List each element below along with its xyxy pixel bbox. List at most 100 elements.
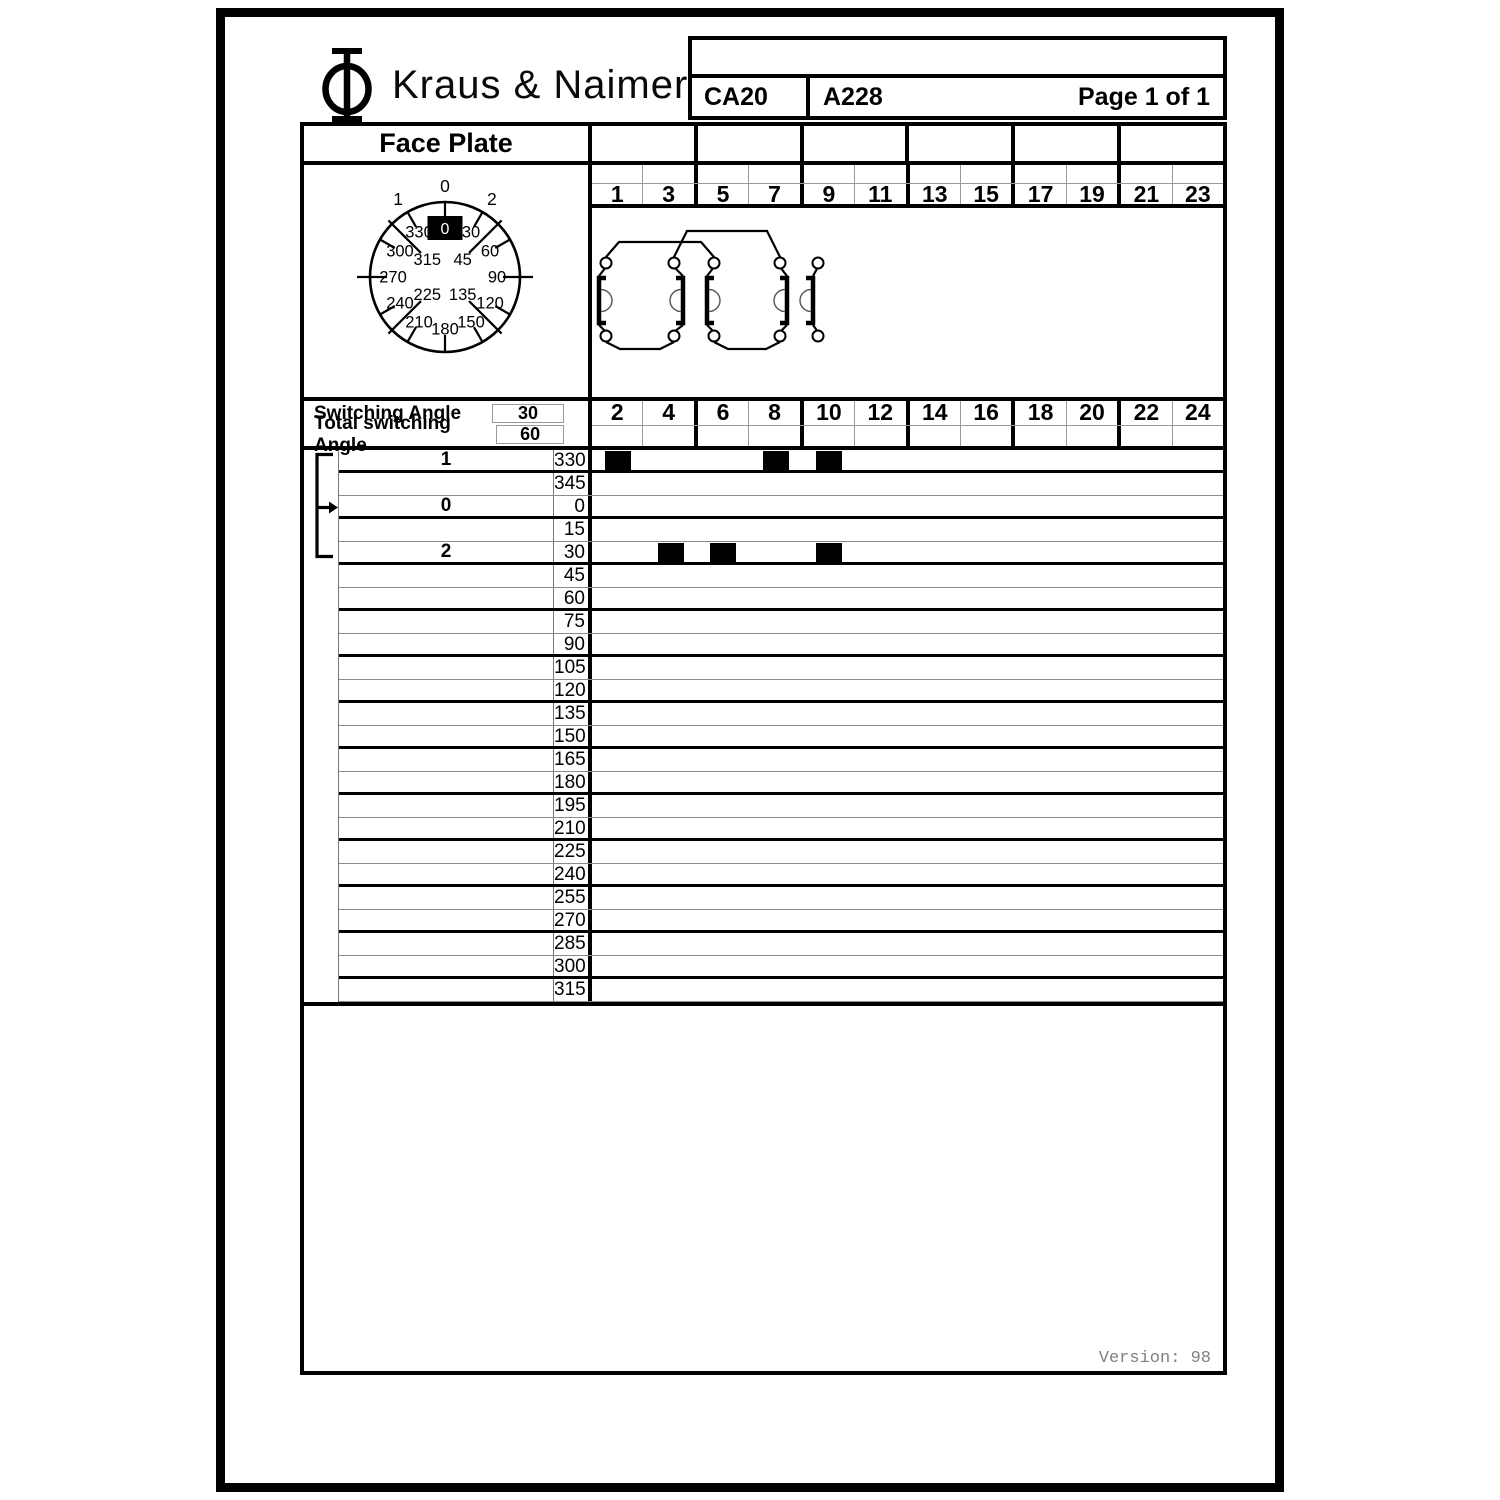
- even-terminal-header-cell: 24: [1185, 399, 1211, 425]
- contact-cell: [592, 749, 645, 771]
- position-label-cell: [339, 749, 554, 771]
- contact-cell: [750, 450, 803, 470]
- contact-cell: [907, 542, 960, 562]
- contact-cell: [855, 795, 908, 817]
- table-row: 150: [339, 726, 1223, 749]
- contact-cell: [697, 703, 750, 725]
- contact-cell: [907, 795, 960, 817]
- circuit-diagram-area: [592, 208, 1223, 397]
- contact-cells: [592, 680, 1223, 700]
- contact-cell: [750, 496, 803, 516]
- contact-cell: [802, 749, 855, 771]
- contact-cell: [1118, 542, 1171, 562]
- contact-cell: [960, 473, 1013, 495]
- dial-degree-label: 180: [431, 321, 459, 339]
- switching-angle-value: 30: [492, 404, 564, 423]
- position-label-cell: [339, 956, 554, 976]
- position-label-cell: [339, 703, 554, 725]
- contact-cell: [645, 473, 698, 495]
- model-cell: CA20: [692, 78, 810, 116]
- contact-cell: [697, 450, 750, 470]
- contact-cell: [592, 565, 645, 587]
- contact-cell: [592, 772, 645, 792]
- contact-cell: [1170, 726, 1223, 746]
- angle-cell: 135: [554, 703, 592, 725]
- angle-cell: 345: [554, 473, 592, 495]
- angle-cell: 0: [554, 496, 592, 517]
- contact-cell: [697, 749, 750, 771]
- contact-cell: [960, 956, 1013, 976]
- contact-cell: [697, 864, 750, 884]
- contact-cell: [592, 588, 645, 608]
- contact-cell: [697, 473, 750, 495]
- header-group-cell: [592, 126, 698, 161]
- contact-cell: [1170, 841, 1223, 863]
- contact-cell: [750, 703, 803, 725]
- contact-cell: [1013, 772, 1066, 792]
- contact-cell: [802, 611, 855, 633]
- position-label-cell: 2: [339, 542, 554, 562]
- contact-cell: [1170, 772, 1223, 792]
- contact-cell: [750, 818, 803, 838]
- contact-cell: [1170, 933, 1223, 955]
- even-terminal-header-cell: 20: [1067, 401, 1122, 425]
- table-row: 300: [339, 956, 1223, 979]
- contact-cell: [1118, 956, 1171, 976]
- dial-degree-label: 330: [405, 223, 433, 241]
- terminal-circle: [599, 256, 613, 270]
- contact-cell: [907, 565, 960, 587]
- empty-grid-cell: [855, 165, 910, 183]
- contact-cell: [855, 887, 908, 909]
- contact-cell: [697, 726, 750, 746]
- contact-cell: [645, 542, 698, 562]
- contact-cell: [960, 933, 1013, 955]
- table-row: 15: [339, 519, 1223, 542]
- position-label-cell: [339, 588, 554, 608]
- contact-cell: [802, 565, 855, 587]
- contact-bar: [704, 275, 714, 326]
- contact-cell: [750, 519, 803, 541]
- angle-cell: 225: [554, 841, 592, 863]
- contact-cell: [750, 611, 803, 633]
- dial-degree-label: 135: [449, 286, 477, 304]
- dial-tick: [468, 219, 503, 254]
- odd-terminal-header-cell: 9: [804, 183, 856, 206]
- empty-grid-cell: [804, 426, 856, 446]
- dial-degree-label: 60: [481, 243, 499, 261]
- contact-cell: [1118, 841, 1171, 863]
- contact-cell: [802, 864, 855, 884]
- contact-cell: [645, 611, 698, 633]
- code-page-cell: A228 Page 1 of 1: [810, 78, 1223, 116]
- contact-cell: [802, 726, 855, 746]
- position-label-cell: [339, 979, 554, 1001]
- table-row: 255: [339, 887, 1223, 910]
- contact-closed-mark: [815, 542, 842, 562]
- contact-cell: [1118, 726, 1171, 746]
- table-row: 75: [339, 611, 1223, 634]
- contact-cell: [697, 565, 750, 587]
- odd-terminal-header-cell: 15: [961, 183, 1016, 206]
- contact-cell: [1170, 864, 1223, 884]
- contact-cell: [855, 634, 908, 654]
- position-label-cell: [339, 680, 554, 700]
- contact-cells: [592, 841, 1223, 863]
- contact-cell: [697, 887, 750, 909]
- contact-cell: [1065, 657, 1118, 679]
- angle-cell: 15: [554, 519, 592, 541]
- contact-cell: [855, 910, 908, 930]
- contact-cell: [1170, 979, 1223, 1001]
- empty-cells-row: [592, 165, 1223, 184]
- empty-grid-cell: [910, 426, 961, 446]
- contact-cell: [697, 611, 750, 633]
- odd-terminal-header-cell: 1: [592, 183, 644, 206]
- contact-cell: [1013, 818, 1066, 838]
- empty-grid-cell: [698, 426, 750, 446]
- switching-angle-panel: Switching Angle 30 Total switching Angle…: [304, 401, 592, 456]
- empty-grid-cell: [592, 165, 644, 183]
- even-terminal-header-cell: 16: [961, 401, 1016, 425]
- contact-cell: [802, 795, 855, 817]
- dial-position-label: 2: [487, 189, 497, 209]
- phi-logo-icon: [322, 48, 372, 122]
- contact-cell: [1065, 519, 1118, 541]
- dial-degree-label: 30: [462, 223, 480, 241]
